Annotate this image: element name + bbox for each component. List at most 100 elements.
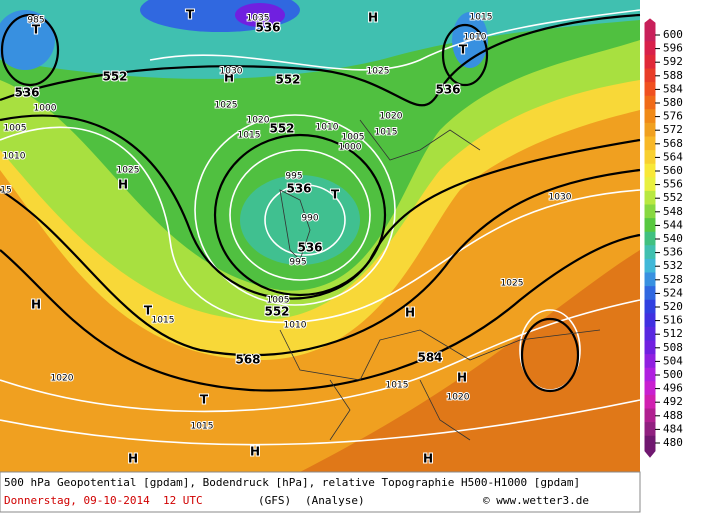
colorbar-label: 532 [663, 259, 683, 272]
footer-run: (Analyse) [305, 494, 365, 507]
colorbar-segment [644, 109, 656, 124]
colorbar-segment [644, 163, 656, 179]
map-label: 1015 [152, 316, 175, 326]
map-label: H [31, 298, 41, 312]
map-label: T [459, 43, 468, 57]
colorbar-label: 504 [663, 354, 683, 367]
map-label: 536 [255, 21, 280, 35]
colorbar-segment [644, 286, 656, 301]
map-label: 536 [435, 83, 460, 97]
map-label: T [331, 188, 340, 202]
colorbar: 6005965925885845805765725685645605565525… [644, 18, 683, 458]
map-label: 1025 [215, 101, 238, 111]
footer-box [0, 471, 641, 513]
colorbar-label: 540 [663, 232, 683, 245]
footer-description: 500 hPa Geopotential [gpdam], Bodendruck… [4, 476, 580, 489]
colorbar-segment [644, 313, 656, 328]
map-label: 1025 [367, 67, 390, 77]
map-label: 584 [417, 351, 442, 365]
colorbar-label: 484 [663, 422, 683, 435]
footer-credit: © www.wetter3.de [483, 494, 589, 507]
map-label: 1020 [380, 112, 403, 122]
colorbar-segment [644, 190, 656, 206]
low-core [240, 175, 360, 265]
colorbar-label: 480 [663, 436, 683, 449]
colorbar-segment [644, 340, 656, 356]
colorbar-segment [644, 122, 656, 138]
colorbar-label: 596 [663, 42, 683, 55]
colorbar-segment [644, 150, 656, 165]
map-label: H [368, 11, 378, 25]
map-label: T [186, 8, 195, 22]
colorbar-segment [644, 177, 656, 192]
colorbar-label: 528 [663, 273, 683, 286]
map-label: 1015 [470, 13, 493, 23]
colorbar-label: 580 [663, 96, 683, 109]
colorbar-label: 500 [663, 368, 683, 381]
colorbar-label: 560 [663, 164, 683, 177]
colorbar-segment [644, 435, 656, 458]
colorbar-label: 520 [663, 300, 683, 313]
map-label: 536 [286, 182, 311, 196]
colorbar-segment [644, 95, 656, 111]
colorbar-label: 492 [663, 395, 683, 408]
colorbar-label: 552 [663, 191, 683, 204]
map-label: H [250, 445, 260, 459]
map-label: T [200, 393, 209, 407]
colorbar-label: 544 [663, 218, 683, 231]
colorbar-label: 536 [663, 246, 683, 259]
footer-date: Donnerstag, 09-10-2014 12 UTC [4, 494, 203, 507]
map-label: 985 [27, 16, 44, 26]
map-label: 1015 [238, 131, 261, 141]
geopotential-contours [0, 13, 641, 393]
colorbar-label: 508 [663, 341, 683, 354]
map-label: 1005 [342, 133, 365, 143]
colorbar-label: 488 [663, 409, 683, 422]
map-label: T [32, 23, 41, 37]
map-label: 15 [0, 186, 11, 196]
map-label: 1000 [339, 143, 362, 153]
map-label: 1010 [284, 321, 307, 331]
colorbar-label: 548 [663, 205, 683, 218]
coastlines [279, 119, 601, 441]
colorbar-segment [644, 245, 656, 260]
map-label: H [423, 452, 433, 466]
colorbar-segment [644, 41, 656, 56]
map-label: 995 [285, 172, 302, 182]
map-label: 552 [269, 122, 294, 136]
map-label: 1030 [220, 67, 243, 77]
blue-area [0, 10, 55, 70]
colorbar-label: 564 [663, 150, 683, 163]
colorbar-segment [644, 367, 656, 383]
map-label: 1010 [316, 123, 339, 133]
footer-model: (GFS) [258, 494, 291, 507]
map-label: 1020 [247, 116, 270, 126]
map [0, 0, 641, 472]
map-label: 1035 [247, 14, 270, 24]
colorbar-label: 600 [663, 28, 683, 41]
map-label: 1015 [191, 422, 214, 432]
colorbar-label: 568 [663, 137, 683, 150]
colorbar-segment [644, 231, 656, 247]
map-label: 1010 [3, 152, 26, 162]
map-label: 1020 [51, 374, 74, 384]
map-label: 1010 [464, 33, 487, 43]
colorbar-segment [644, 394, 656, 410]
map-label: 552 [275, 73, 300, 87]
map-label: H [128, 452, 138, 466]
map-label: 1005 [4, 124, 27, 134]
map-label: 1000 [34, 104, 57, 114]
colorbar-segment [644, 204, 656, 220]
colorbar-segment [644, 381, 656, 396]
colorbar-label: 584 [663, 82, 683, 95]
map-label: 1005 [267, 296, 290, 306]
map-label: 552 [264, 305, 289, 319]
map-label: 1020 [447, 393, 470, 403]
purple-area [235, 3, 285, 27]
colorbar-segment [644, 54, 656, 70]
colorbar-segment [644, 299, 656, 315]
colorbar-segment [644, 136, 656, 152]
map-label: H [224, 71, 234, 85]
colorbar-label: 524 [663, 286, 683, 299]
map-labels: T T H T T H H H T H H T H H H 552 552 552 536 536 536 536 536 5… [0, 7, 573, 467]
